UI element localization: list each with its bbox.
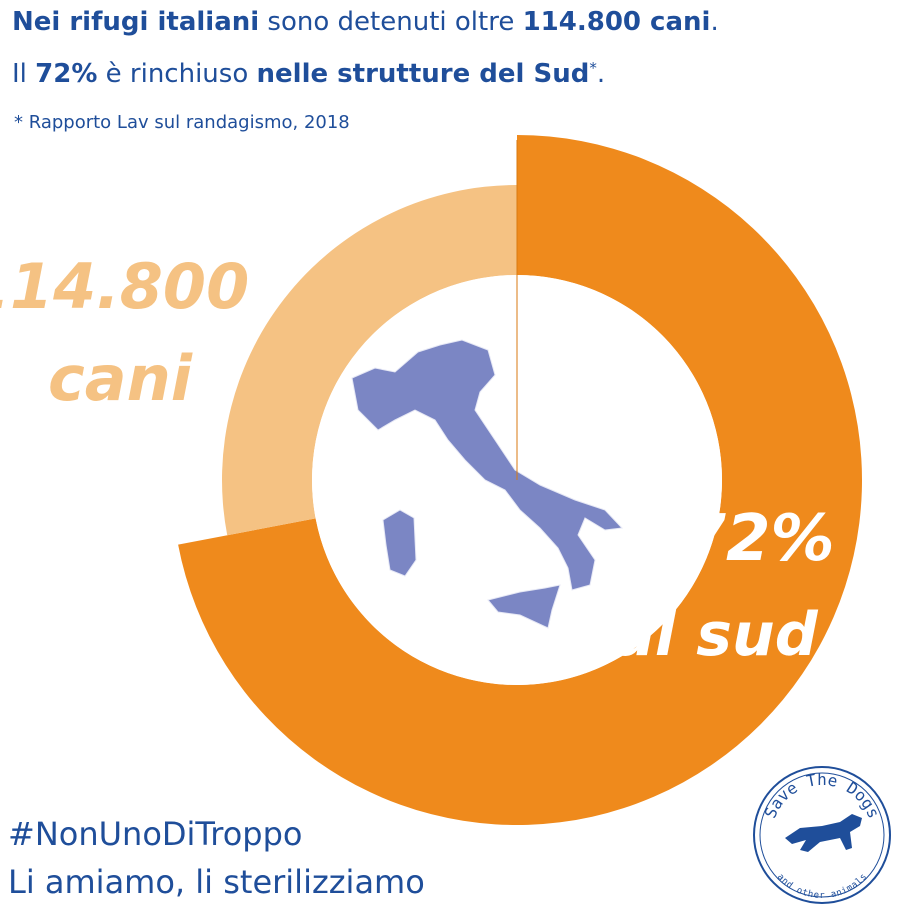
- slice: [222, 185, 517, 536]
- hashtag: #NonUnoDiTroppo: [8, 815, 303, 853]
- annotation: 114.800: [0, 250, 249, 323]
- logo: Save The Dogs and other animals: [753, 766, 891, 904]
- title-line: Il 72% è rinchiuso nelle strutture del S…: [12, 59, 605, 89]
- slice: [178, 135, 863, 825]
- title-run: sono detenuti oltre: [259, 7, 522, 37]
- title-run: 114.800 cani: [523, 7, 711, 37]
- italy-map: [351, 339, 624, 629]
- footnote: * Rapporto Lav sul randagismo, 2018: [14, 112, 350, 133]
- title-run: Nei rifugi italiani: [12, 7, 259, 37]
- logo-ring: [759, 772, 885, 898]
- title-run: nelle strutture del Sud: [257, 59, 590, 89]
- title-run: è rinchiuso: [97, 59, 256, 89]
- value-label: 72%: [681, 502, 834, 576]
- title-run: 72%: [35, 59, 97, 89]
- title-run: .: [710, 7, 718, 37]
- annotation: cani: [48, 342, 193, 415]
- title-run: Il: [12, 59, 35, 89]
- tagline: Li amiamo, li sterilizziamo: [8, 863, 425, 901]
- title-line: Nei rifugi italiani sono detenuti oltre …: [12, 7, 719, 37]
- title-run: *: [589, 59, 597, 77]
- dog-icon: [785, 814, 862, 852]
- category-label: al sud: [614, 600, 818, 670]
- title-run: .: [597, 59, 605, 89]
